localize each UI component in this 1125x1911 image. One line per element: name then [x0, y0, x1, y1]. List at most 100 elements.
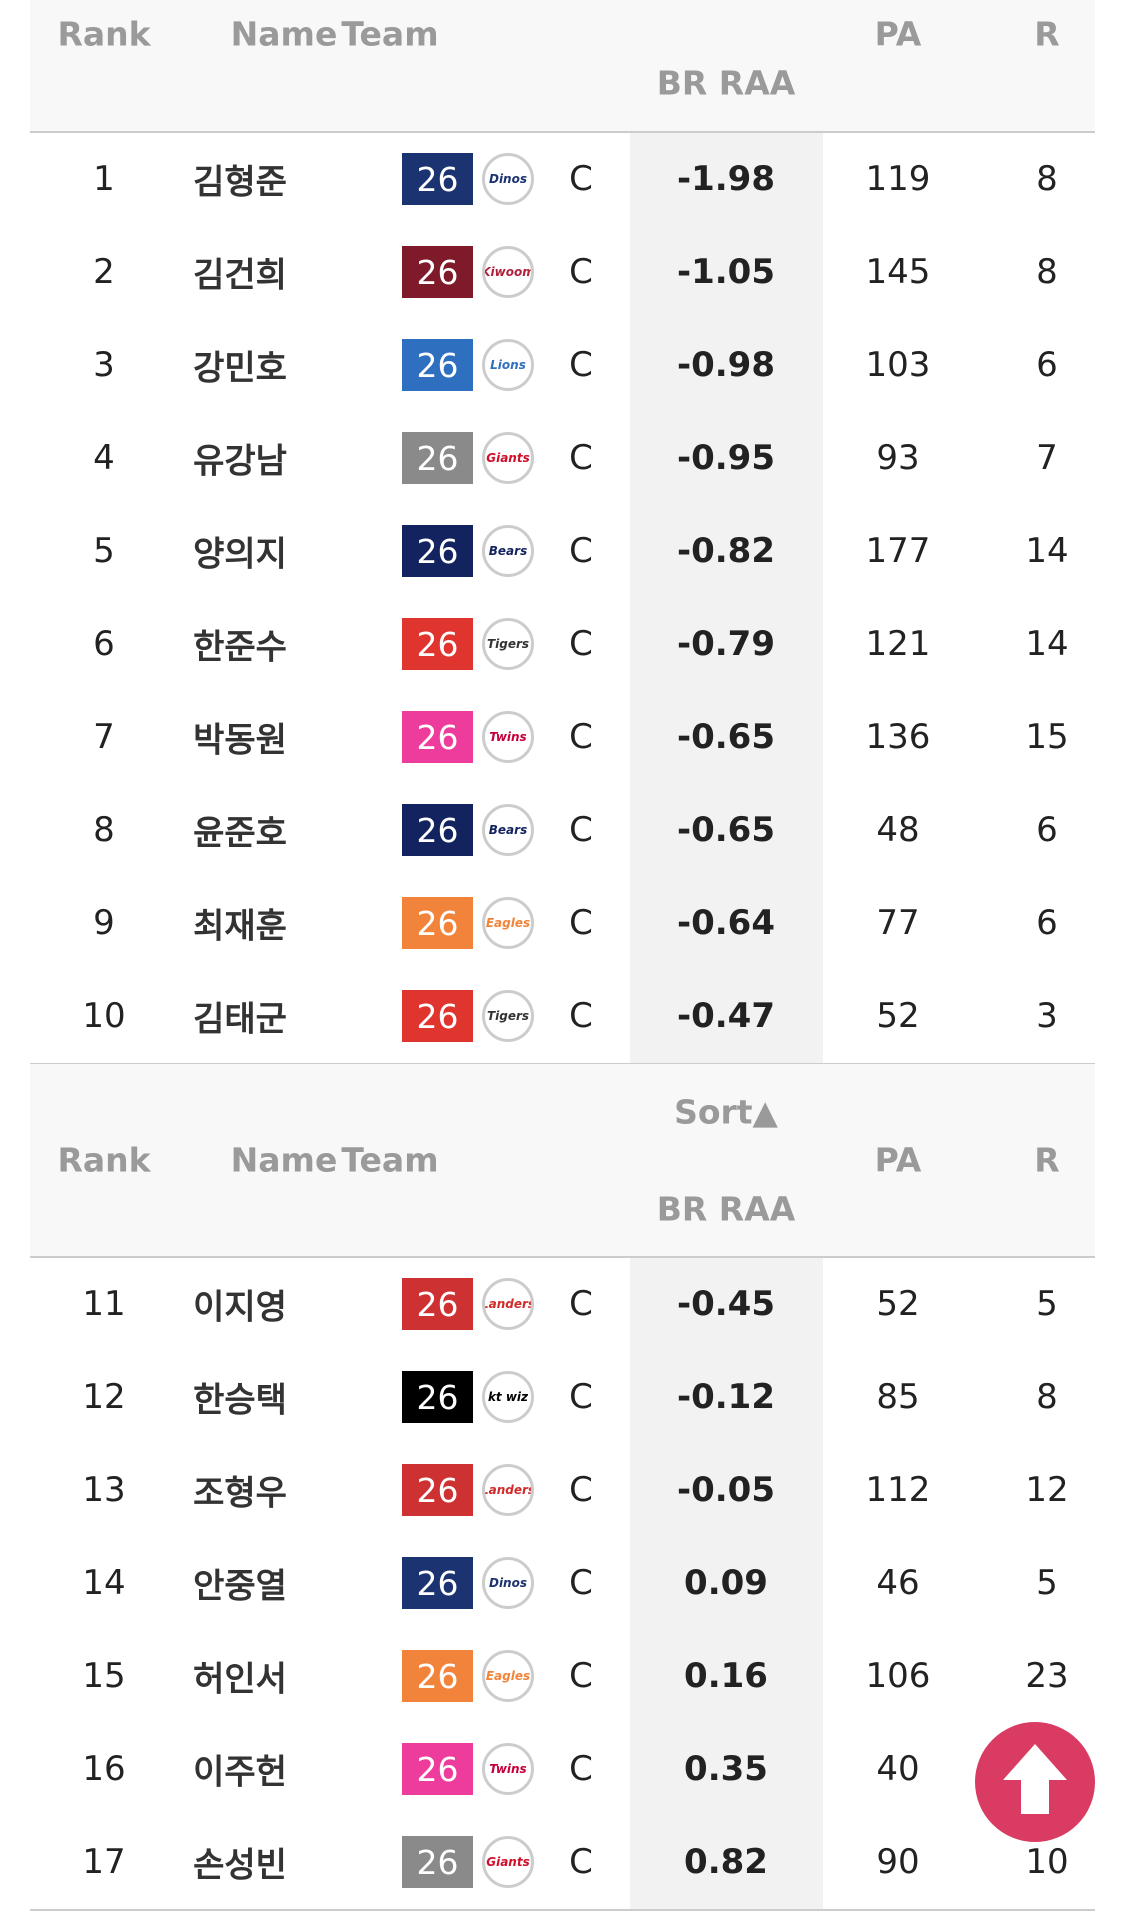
pa: 106	[865, 1656, 931, 1696]
position: C	[569, 1470, 593, 1510]
team-badge: 26	[402, 990, 473, 1042]
br-raa: -0.98	[677, 345, 775, 385]
table-row: 13 조형우 26 Landers C -0.05 112 12	[30, 1444, 1095, 1539]
column-header: Team	[341, 1140, 439, 1180]
column-header: Name	[230, 1140, 338, 1180]
br-raa: 0.35	[684, 1749, 768, 1789]
position: C	[569, 531, 593, 571]
runs: 8	[1036, 252, 1058, 292]
sorted-column-bg	[630, 319, 823, 412]
player-name: 안중열	[193, 1566, 287, 1607]
team-logo: Twins	[482, 1743, 534, 1795]
team-logo: Bears	[482, 525, 534, 577]
sorted-column-bg	[630, 1258, 823, 1351]
runs: 12	[1025, 1470, 1069, 1510]
table-row: 7 박동원 26 Twins C -0.65 136 15	[30, 691, 1095, 786]
rank: 8	[93, 810, 115, 850]
team-badge: 26	[402, 153, 473, 205]
sorted-column-bg	[630, 133, 823, 226]
rank: 11	[82, 1284, 126, 1324]
team-logo: Tigers	[482, 990, 534, 1042]
table-row: 9 최재훈 26 Eagles C -0.64 77 6	[30, 877, 1095, 972]
column-header: Rank	[57, 14, 151, 54]
player-name: 이지영	[193, 1287, 287, 1328]
team-badge: 26	[402, 339, 473, 391]
team-badge: 26	[402, 1743, 473, 1795]
up-arrow-icon	[1003, 1744, 1067, 1814]
sorted-column-bg	[630, 970, 823, 1063]
team-badge: 26	[402, 525, 473, 577]
rank: 17	[82, 1842, 126, 1882]
table-row: 17 손성빈 26 Giants C 0.82 90 10	[30, 1816, 1095, 1911]
team-badge: 26	[402, 618, 473, 670]
br-raa: -1.98	[677, 159, 775, 199]
table-row: 11 이지영 26 Landers C -0.45 52 5	[30, 1258, 1095, 1353]
br-raa: -0.82	[677, 531, 775, 571]
runs: 23	[1025, 1656, 1069, 1696]
br-raa: -1.05	[677, 252, 775, 292]
player-name: 허인서	[193, 1659, 287, 1700]
sorted-column-bg	[630, 1723, 823, 1816]
player-name: 유강남	[193, 441, 287, 482]
pa: 85	[876, 1377, 920, 1417]
pa: 103	[865, 345, 931, 385]
pa: 77	[876, 903, 920, 943]
column-header: PA	[874, 1140, 922, 1180]
sorted-column-bg	[630, 412, 823, 505]
runs: 8	[1036, 159, 1058, 199]
br-raa: -0.95	[677, 438, 775, 478]
pa: 52	[876, 996, 920, 1036]
position: C	[569, 810, 593, 850]
rank: 4	[93, 438, 115, 478]
column-header: R	[1034, 14, 1060, 54]
team-logo: Bears	[482, 804, 534, 856]
pa: 119	[865, 159, 931, 199]
table-header: Sort▲ Rank Name Team BR RAA PA R	[30, 1064, 1095, 1258]
br-raa: 0.16	[684, 1656, 768, 1696]
team-logo: Eagles	[482, 897, 534, 949]
column-header: Team	[341, 14, 439, 54]
table-row: 5 양의지 26 Bears C -0.82 177 14	[30, 505, 1095, 600]
sorted-column-bg	[630, 226, 823, 319]
position: C	[569, 1656, 593, 1696]
player-name: 조형우	[193, 1473, 287, 1514]
br-raa: -0.05	[677, 1470, 775, 1510]
position: C	[569, 1377, 593, 1417]
pa: 136	[865, 717, 931, 757]
pa: 145	[865, 252, 931, 292]
runs: 6	[1036, 903, 1058, 943]
sorted-column-bg	[630, 1537, 823, 1630]
br-raa: 0.82	[684, 1842, 768, 1882]
column-header: PA	[874, 14, 922, 54]
rank: 9	[93, 903, 115, 943]
team-badge: 26	[402, 1278, 473, 1330]
sorted-column-bg	[630, 598, 823, 691]
rank: 16	[82, 1749, 126, 1789]
position: C	[569, 717, 593, 757]
position: C	[569, 903, 593, 943]
pa: 93	[876, 438, 920, 478]
table-row: 16 이주헌 26 Twins C 0.35 40	[30, 1723, 1095, 1818]
runs: 14	[1025, 624, 1069, 664]
pa: 48	[876, 810, 920, 850]
position: C	[569, 1284, 593, 1324]
position: C	[569, 624, 593, 664]
player-name: 윤준호	[193, 813, 287, 854]
position: C	[569, 996, 593, 1036]
team-badge: 26	[402, 246, 473, 298]
team-logo: Giants	[482, 432, 534, 484]
br-raa: -0.12	[677, 1377, 775, 1417]
runs: 10	[1025, 1842, 1069, 1882]
player-name: 손성빈	[193, 1845, 287, 1886]
br-raa: -0.65	[677, 810, 775, 850]
column-header: Name	[230, 14, 338, 54]
table-row: 6 한준수 26 Tigers C -0.79 121 14	[30, 598, 1095, 693]
scroll-top-button[interactable]	[975, 1722, 1095, 1842]
runs: 15	[1025, 717, 1069, 757]
position: C	[569, 345, 593, 385]
team-logo: Kiwoom	[482, 246, 534, 298]
rank: 6	[93, 624, 115, 664]
runs: 3	[1036, 996, 1058, 1036]
team-logo: Lions	[482, 339, 534, 391]
pa: 112	[865, 1470, 931, 1510]
